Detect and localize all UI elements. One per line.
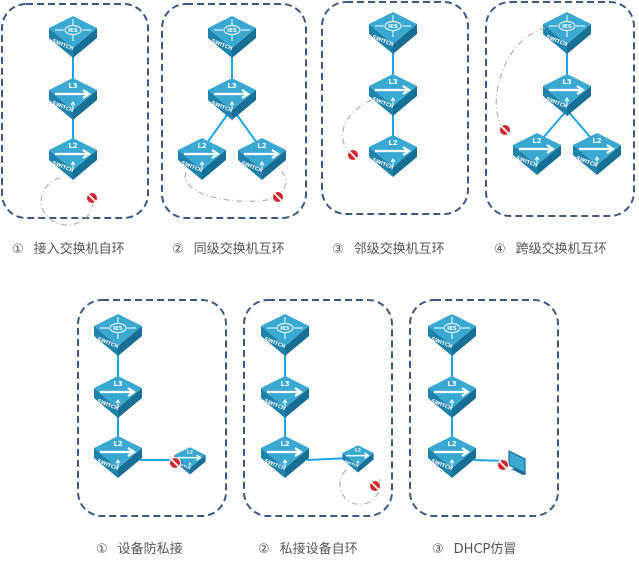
no-entry-icon	[369, 480, 381, 492]
caption-text: 设备防私接	[117, 542, 183, 557]
caption-text: DHCP仿冒	[453, 542, 517, 557]
loop-path	[339, 469, 381, 506]
svg-text:L2: L2	[68, 142, 77, 150]
loop-path	[495, 27, 546, 131]
svg-text:SWITCH: SWITCH	[344, 459, 359, 468]
svg-text:IES: IES	[113, 326, 123, 332]
svg-text:L3: L3	[447, 380, 456, 388]
no-entry-icon	[497, 459, 509, 471]
scenario-frame	[409, 299, 559, 517]
scenario-frame	[161, 3, 307, 219]
caption-text: 跨级交换机互环	[515, 242, 607, 257]
svg-text:IES: IES	[280, 326, 290, 332]
svg-text:L2: L2	[257, 142, 266, 150]
caption-private-access: ① 设备防私接	[96, 538, 183, 557]
scenario-frame	[485, 1, 635, 217]
scenario-frame	[1, 3, 149, 219]
caption-text: 私接设备自环	[279, 542, 358, 557]
svg-text:IES: IES	[227, 28, 237, 34]
svg-text:L3: L3	[388, 78, 397, 86]
caption-text: 邻级交换机互环	[353, 242, 445, 257]
svg-text:L3: L3	[68, 82, 77, 90]
caption-cross-level-loop: ④ 跨级交换机互环	[494, 238, 607, 257]
svg-text:L3: L3	[113, 380, 122, 388]
svg-text:L2: L2	[355, 448, 361, 454]
caption-adjacent-level-loop: ③ 邻级交换机互环	[332, 238, 445, 257]
no-entry-icon	[499, 124, 511, 136]
caption-number: ②	[172, 242, 184, 257]
svg-text:IES: IES	[562, 24, 572, 30]
caption-number: ④	[494, 242, 506, 257]
caption-number: ③	[332, 242, 344, 257]
caption-private-device-loop: ② 私接设备自环	[258, 538, 358, 557]
svg-text:IES: IES	[388, 24, 398, 30]
svg-text:L2: L2	[280, 440, 289, 448]
no-entry-icon	[86, 192, 98, 204]
caption-dhcp-spoofing: ③ DHCP仿冒	[432, 538, 516, 557]
caption-number: ①	[12, 242, 24, 257]
svg-text:SWITCH: SWITCH	[176, 461, 191, 470]
loop-path	[40, 177, 94, 226]
svg-text:L2: L2	[532, 137, 541, 145]
caption-number: ②	[258, 542, 270, 557]
loop-path	[184, 167, 287, 202]
caption-text: 接入交换机自环	[33, 242, 125, 257]
svg-text:L3: L3	[280, 380, 289, 388]
caption-number: ③	[432, 542, 444, 557]
svg-text:IES: IES	[68, 28, 78, 34]
no-entry-icon	[169, 457, 181, 469]
svg-text:L2: L2	[388, 139, 397, 147]
caption-number: ①	[96, 542, 108, 557]
svg-text:L2: L2	[447, 440, 456, 448]
svg-text:IES: IES	[447, 326, 457, 332]
scenario-frame	[243, 299, 393, 517]
no-entry-icon	[272, 191, 284, 203]
svg-text:L2: L2	[187, 450, 193, 456]
svg-text:L2: L2	[113, 440, 122, 448]
caption-same-level-loop: ② 同级交换机互环	[172, 238, 285, 257]
caption-text: 同级交换机互环	[193, 242, 285, 257]
svg-text:L3: L3	[227, 82, 236, 90]
scenario-frame	[77, 299, 227, 517]
l2-switch-icon: SWITCH L2	[342, 445, 374, 473]
monitor-icon	[508, 450, 527, 475]
loop-path	[341, 99, 373, 156]
no-entry-icon	[347, 149, 359, 161]
svg-text:L2: L2	[592, 137, 601, 145]
svg-text:L3: L3	[562, 78, 571, 86]
caption-access-self-loop: ① 接入交换机自环	[12, 238, 125, 257]
scenario-frame	[321, 1, 469, 215]
svg-text:L2: L2	[197, 142, 206, 150]
